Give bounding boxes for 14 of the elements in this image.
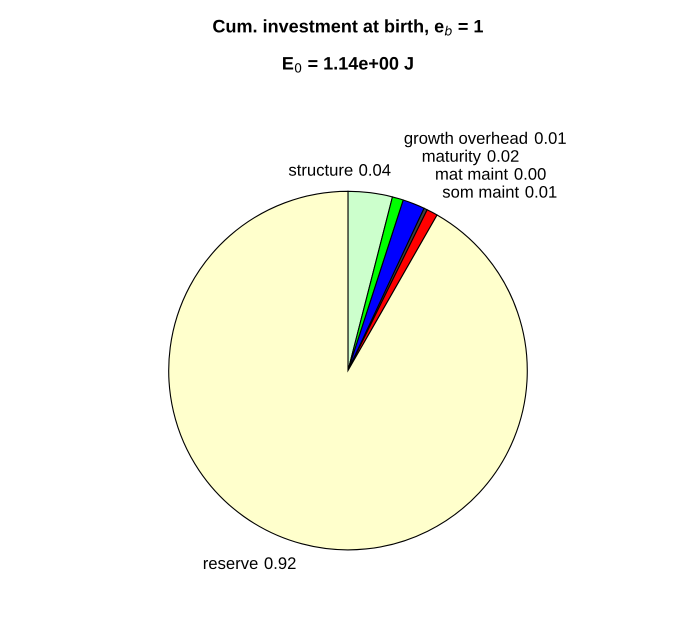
slice-label: structure <box>288 164 352 176</box>
data-label: 0.01 <box>534 132 566 144</box>
data-label: 0.02 <box>488 150 518 162</box>
slice-label: maturity <box>422 150 481 166</box>
data-label: 0.92 <box>264 557 296 570</box>
data-label: 0.00 <box>514 168 546 180</box>
slice-label: reserve <box>204 560 258 570</box>
chart-title: Cum. investment at birth, e$_{b}$ = 1 <box>213 19 483 36</box>
slice-label: mat maint <box>436 168 508 180</box>
slice-label: growth overhead <box>404 132 527 148</box>
chart-subtitle: E$_{0}$ = 1.14e+00 J <box>283 56 413 73</box>
data-label: 0.01 <box>525 186 556 198</box>
data-label: 0.04 <box>359 164 391 176</box>
slice-label: som maint <box>442 186 520 198</box>
